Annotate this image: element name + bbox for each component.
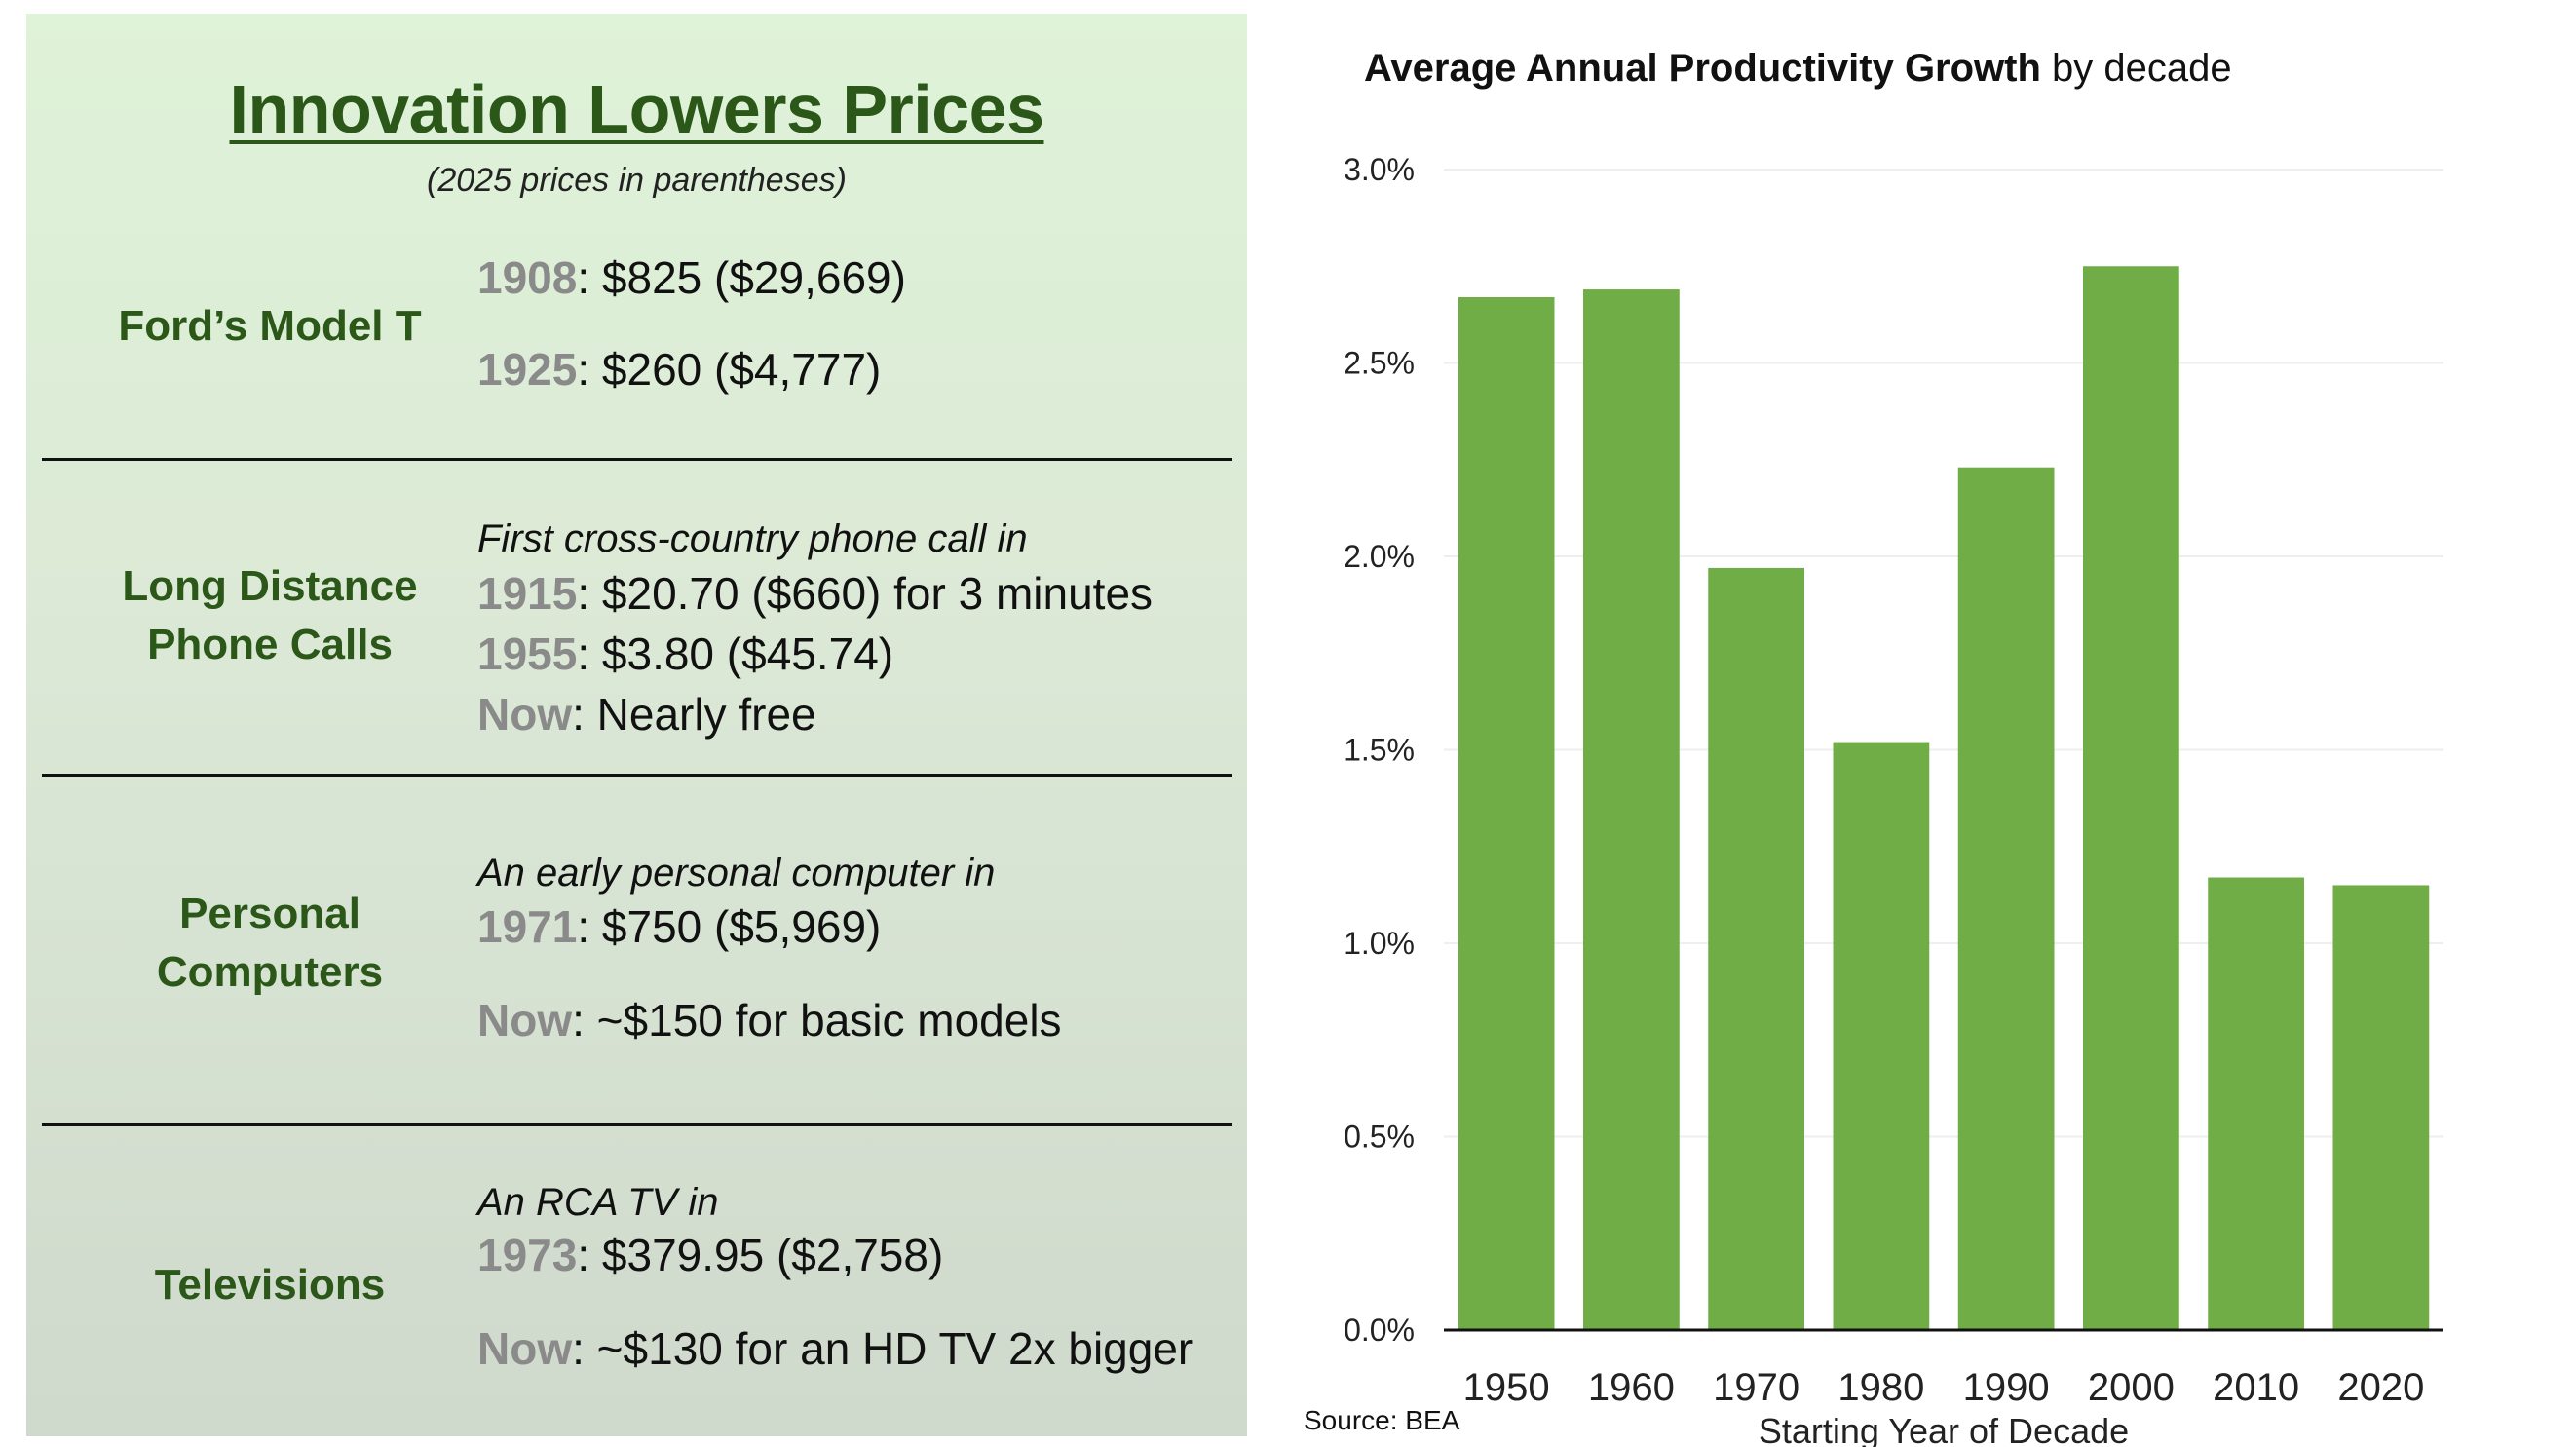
section-divider [42,458,1232,461]
year: Now [477,1323,573,1374]
category-label: Televisions [56,1256,484,1314]
price-text: : ~$130 for an HD TV 2x bigger [572,1323,1193,1374]
y-tick-label: 1.0% [1344,926,1415,961]
price-text: : $750 ($5,969) [577,901,882,952]
category-line: Personal [179,890,360,937]
bar-1980 [1833,742,1930,1330]
x-tick-label: 1990 [1963,1366,2050,1409]
price-text: : $379.95 ($2,758) [577,1230,944,1280]
bar-2010 [2208,877,2305,1330]
x-tick-label: 2010 [2213,1366,2299,1409]
price-line: Now: ~$130 for an HD TV 2x bigger [477,1322,1193,1375]
intro-text: First cross-country phone call in [477,517,1028,560]
y-tick-label: 3.0% [1344,152,1415,187]
price-line: 1925: $260 ($4,777) [477,343,881,396]
year: 1925 [477,344,578,395]
price-line: 1973: $379.95 ($2,758) [477,1229,943,1281]
price-line: 1915: $20.70 ($660) for 3 minutes [477,567,1153,620]
price-line: 1971: $750 ($5,969) [477,900,881,953]
section-model-t: Ford’s Model T 1908: $825 ($29,669) 1925… [26,218,1247,462]
price-text: : ~$150 for basic models [572,995,1062,1046]
bar-1950 [1458,297,1555,1330]
section-televisions: Televisions An RCA TV in 1973: $379.95 (… [26,1127,1247,1439]
chart-title-bold: Average Annual Productivity Growth [1364,47,2041,90]
bar-1990 [1957,467,2055,1330]
x-tick-label: 1980 [1837,1366,1924,1409]
y-tick-label: 0.5% [1344,1120,1415,1155]
y-axis-ticks: 0.0% 0.5% 1.0% 1.5% 2.0% 2.5% 3.0% [1344,152,1415,1348]
bar-2020 [2332,885,2430,1330]
year: 1955 [477,628,578,679]
category-line: Phone Calls [147,621,393,668]
y-tick-label: 1.5% [1344,733,1415,768]
source-note: Source: BEA [1304,1405,1460,1435]
bar-1960 [1582,289,1680,1330]
x-tick-label: 2000 [2088,1366,2175,1409]
price-line: 1908: $825 ($29,669) [477,251,906,304]
panel-title: Innovation Lowers Prices [229,71,1045,147]
year: Now [477,689,573,740]
price-text: : $260 ($4,777) [577,344,882,395]
price-text: : $825 ($29,669) [577,252,906,303]
chart-title-rest: by decade [2040,47,2232,90]
section-divider [42,774,1232,777]
y-tick-label: 2.0% [1344,539,1415,574]
category-label: Personal Computers [56,885,484,1002]
left-panel: Innovation Lowers Prices (2025 prices in… [26,14,1247,1436]
bar-1970 [1708,567,1805,1330]
y-tick-label: 0.0% [1344,1313,1415,1348]
year: 1915 [477,568,578,619]
price-line: Now: Nearly free [477,688,816,741]
price-text: : $3.80 ($45.74) [577,628,894,679]
year: 1973 [477,1230,578,1280]
year: Now [477,995,573,1046]
category-line: Long Distance [122,562,418,610]
price-line: Now: ~$150 for basic models [477,994,1062,1047]
category-label: Long Distance Phone Calls [56,557,484,674]
year: 1971 [477,901,578,952]
panel-subtitle: (2025 prices in parentheses) [427,162,847,199]
x-tick-label: 2020 [2337,1366,2424,1409]
x-tick-label: 1950 [1463,1366,1550,1409]
section-phone-calls: Long Distance Phone Calls First cross-co… [26,462,1247,779]
category-line: Ford’s Model T [118,302,422,350]
chart-title: Average Annual Productivity Growth by de… [1364,47,2232,91]
category-label: Ford’s Model T [56,297,484,356]
x-tick-label: 1970 [1713,1366,1799,1409]
intro-text: An early personal computer in [477,852,996,895]
y-tick-label: 2.5% [1344,346,1415,381]
price-line: 1955: $3.80 ($45.74) [477,628,893,680]
price-text: : Nearly free [572,689,816,740]
price-text: : $20.70 ($660) for 3 minutes [577,568,1154,619]
section-divider [42,1123,1232,1126]
bars [1458,266,2430,1330]
category-line: Computers [156,948,384,996]
section-personal-computers: Personal Computers An early personal com… [26,778,1247,1128]
intro-text: An RCA TV in [477,1181,719,1224]
x-axis-ticks: 1950 1960 1970 1980 1990 2000 2010 2020 [1463,1366,2425,1409]
category-line: Televisions [154,1261,386,1309]
x-axis-label: Starting Year of Decade [1759,1411,2129,1447]
bar-2000 [2082,266,2179,1330]
year: 1908 [477,252,578,303]
x-tick-label: 1960 [1588,1366,1675,1409]
